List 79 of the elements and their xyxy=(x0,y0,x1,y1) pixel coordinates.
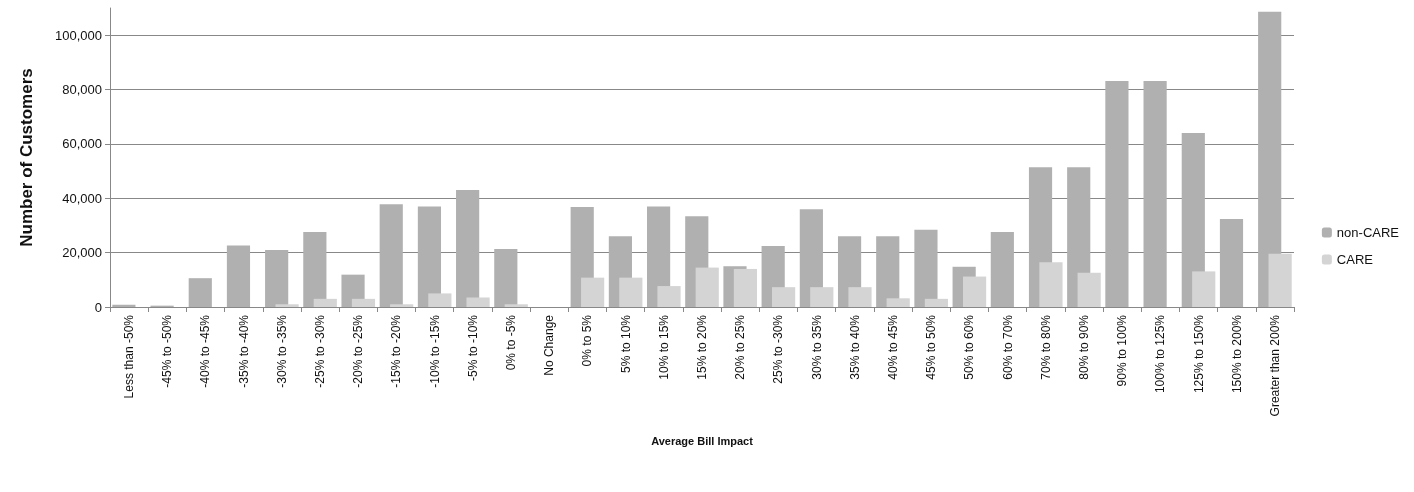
y-tick-label: 100,000 xyxy=(55,27,102,43)
bar xyxy=(848,287,872,307)
bar xyxy=(303,231,327,307)
bar xyxy=(456,190,480,307)
x-tick-label: 35% to 40% xyxy=(847,314,862,380)
bar xyxy=(112,304,136,307)
bar xyxy=(379,204,403,307)
bar xyxy=(990,231,1014,307)
x-tick-label: 0% to 5% xyxy=(580,314,595,367)
bar xyxy=(695,267,719,307)
bar xyxy=(417,206,442,307)
x-tick-label: Less than -50% xyxy=(122,314,137,399)
x-tick-label: -15% to -20% xyxy=(389,314,404,388)
bar xyxy=(924,298,948,307)
x-tick-label: 90% to 100% xyxy=(1115,314,1130,387)
x-tick-label: 45% to 50% xyxy=(924,314,939,380)
x-tick-label: 25% to -30% xyxy=(771,314,786,384)
y-axis-title: Number of Customers xyxy=(17,68,36,247)
x-tick-label: -30% to -35% xyxy=(274,314,289,388)
x-tick-label: 100% to 125% xyxy=(1153,314,1168,394)
bar xyxy=(886,298,910,307)
x-tick-label: 125% to 150% xyxy=(1191,314,1206,394)
bar xyxy=(428,293,452,307)
bar xyxy=(1143,81,1167,307)
bar xyxy=(188,278,212,307)
x-tick-label: 15% to 20% xyxy=(695,314,709,380)
bar xyxy=(914,229,938,307)
x-tick-label: 40% to 45% xyxy=(885,314,900,380)
legend-label: non-CARE xyxy=(1336,225,1400,240)
bar xyxy=(351,298,376,307)
bar xyxy=(1268,253,1292,307)
bar xyxy=(1192,271,1216,307)
x-tick-label: -40% to -45% xyxy=(198,314,213,388)
bar xyxy=(275,304,299,307)
bar xyxy=(733,268,757,307)
x-tick-label: No Change xyxy=(542,314,557,376)
x-tick-label: 150% to 200% xyxy=(1229,314,1244,394)
x-tick-label: -10% to -15% xyxy=(427,314,442,388)
y-tick-label: 20,000 xyxy=(62,245,102,261)
x-tick-label: -45% to -50% xyxy=(160,314,175,388)
x-axis-title: Average Bill Impact xyxy=(651,434,754,447)
bar xyxy=(1077,272,1101,307)
x-tick-label: 10% to 15% xyxy=(656,314,671,380)
bar xyxy=(619,277,643,307)
x-tick-label: 0% to -5% xyxy=(504,314,519,371)
y-tick-label: 40,000 xyxy=(62,190,102,206)
bar xyxy=(962,276,987,307)
legend-label: CARE xyxy=(1336,252,1374,267)
y-tick-label: 0 xyxy=(94,299,102,315)
y-tick-label: 80,000 xyxy=(62,82,102,98)
x-tick-label: 50% to 60% xyxy=(962,314,977,380)
x-tick-label: 80% to 90% xyxy=(1076,314,1091,380)
x-tick-label: 20% to 25% xyxy=(733,314,748,380)
bar xyxy=(1105,81,1129,307)
bar xyxy=(265,249,289,307)
bar xyxy=(313,298,337,307)
x-tick-label: 70% to 80% xyxy=(1038,314,1053,380)
bar xyxy=(494,249,518,307)
x-tick-label: Greater than 200% xyxy=(1267,314,1282,417)
bar xyxy=(810,287,834,307)
bar xyxy=(657,286,681,307)
bar xyxy=(772,287,796,307)
x-tick-label: -5% to -10% xyxy=(465,314,480,382)
bar xyxy=(1039,262,1063,307)
bar xyxy=(390,304,414,307)
bar xyxy=(581,277,605,307)
x-tick-label: 60% to 70% xyxy=(1000,314,1015,380)
bar xyxy=(504,304,528,307)
x-tick-label: -25% to -30% xyxy=(313,314,328,388)
x-tick-label: 5% to 10% xyxy=(618,314,633,374)
bar xyxy=(1258,11,1282,307)
x-tick-label: -20% to -25% xyxy=(351,314,366,388)
x-tick-label: -35% to -40% xyxy=(236,314,251,388)
y-tick-label: 60,000 xyxy=(62,136,102,152)
bar xyxy=(876,236,900,307)
bar xyxy=(466,297,490,307)
bar xyxy=(1219,218,1244,307)
bar xyxy=(226,245,251,307)
x-tick-label: 30% to 35% xyxy=(809,314,824,380)
